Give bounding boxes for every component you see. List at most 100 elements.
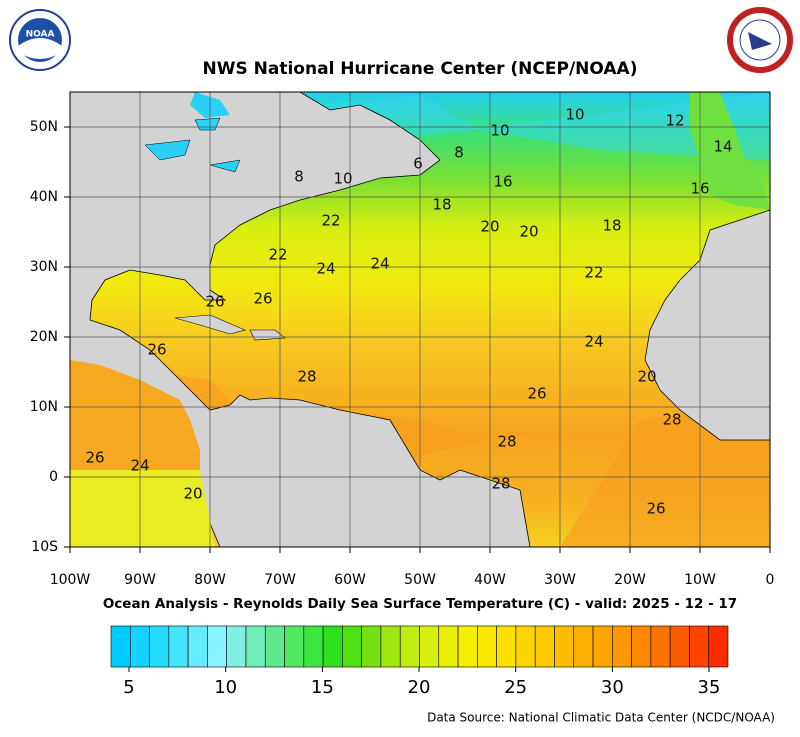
- lon-tick-label: 30W: [544, 572, 576, 588]
- colorbar-label: 25: [504, 677, 527, 698]
- colorbar-cell: [650, 625, 671, 668]
- colorbar-cell: [631, 625, 652, 668]
- colorbar-cell: [380, 625, 401, 668]
- colorbar-cell: [612, 625, 632, 668]
- colorbar-label: 20: [408, 677, 431, 698]
- colorbar-cell: [573, 625, 594, 668]
- colorbar-label: 5: [123, 677, 134, 698]
- colorbar-cell: [554, 625, 575, 668]
- contour-label: 28: [662, 411, 681, 429]
- colorbar-cell: [457, 625, 478, 668]
- contour-label: 8: [294, 168, 304, 186]
- contour-label: 12: [665, 112, 684, 130]
- contour-label: 10: [333, 170, 352, 188]
- lat-tick-label: 0: [49, 469, 58, 485]
- contour-label: 26: [147, 341, 166, 359]
- lon-tick-label: 10W: [684, 572, 716, 588]
- colorbar-cell: [110, 625, 131, 668]
- title: NWS National Hurricane Center (NCEP/NOAA…: [203, 59, 638, 79]
- lon-tick-label: 40W: [474, 572, 506, 588]
- contour-label: 26: [85, 449, 104, 467]
- lon-tick-label: 100W: [50, 572, 91, 588]
- contour-label: 14: [713, 138, 732, 156]
- graticule: 100W 90W 80W 70W 60W 50W 40W 30W 20W 10W 0 50N 40N 30…: [30, 92, 775, 588]
- contour-label: 26: [205, 293, 224, 311]
- colorbar-cell: [438, 625, 459, 668]
- contour-labels: 10 10 12 14 16 6 8 8 10 16 18 20 20 18 2…: [85, 106, 732, 518]
- colorbar-cell: [399, 625, 420, 668]
- north-sea: [690, 92, 770, 210]
- lon-tick-label: 60W: [334, 572, 366, 588]
- lat-tick-label: 40N: [30, 189, 58, 205]
- contour-label: 28: [497, 433, 516, 451]
- lat-tick-label: 10S: [31, 539, 58, 555]
- colorbar-cell: [708, 625, 729, 668]
- contour-label: 18: [432, 196, 451, 214]
- logo-text: NOAA: [26, 30, 55, 40]
- contour-label: 22: [584, 264, 603, 282]
- map-frame: [69, 91, 771, 548]
- contour-label: 6: [413, 155, 423, 173]
- contour-label: 20: [637, 368, 656, 386]
- colorbar-cell: [419, 625, 440, 668]
- contour-label: 10: [490, 122, 509, 140]
- colorbar-cell: [592, 625, 613, 668]
- colorbar-cell: [226, 625, 247, 668]
- subtitle: Ocean Analysis - Reynolds Daily Sea Surf…: [103, 596, 737, 612]
- nws-logo: [727, 7, 793, 73]
- colorbar-cell: [187, 625, 208, 668]
- colorbar-cell: [477, 625, 497, 668]
- contour-label: 20: [480, 218, 499, 236]
- source: Data Source: National Climatic Data Cent…: [427, 711, 775, 725]
- contour-label: 24: [130, 457, 149, 475]
- lon-tick-label: 20W: [614, 572, 646, 588]
- colorbar-cell: [303, 625, 324, 668]
- colorbar-cell: [361, 625, 382, 668]
- colorbar-label: 35: [698, 677, 721, 698]
- contour-label: 22: [321, 212, 340, 230]
- colorbar-cell: [149, 625, 170, 668]
- colorbar-cell: [515, 625, 536, 668]
- contour-label: 20: [519, 223, 538, 241]
- colorbar-cell: [669, 625, 690, 668]
- contour-label: 22: [268, 246, 287, 264]
- lat-tick-label: 50N: [30, 119, 58, 135]
- contour-label: 18: [602, 217, 621, 235]
- contour-label: 10: [565, 106, 584, 124]
- pacific-south: [70, 470, 215, 547]
- colorbar-cell: [689, 625, 710, 668]
- contour-label: 16: [493, 173, 512, 191]
- colorbar-cell: [342, 625, 362, 668]
- contour-label: 24: [370, 255, 389, 273]
- lat-tick-label: 10N: [30, 399, 58, 415]
- noaa-logo: NOAA: [9, 9, 71, 71]
- colorbar-cell: [322, 625, 343, 668]
- colorbar-cell: [207, 625, 227, 668]
- colorbar-label: 30: [601, 677, 624, 698]
- lat-tick-label: 30N: [30, 259, 58, 275]
- colorbar-cell: [264, 625, 285, 668]
- colorbar-cell: [168, 625, 189, 668]
- contour-label: 8: [454, 144, 464, 162]
- colorbar-cell: [534, 625, 555, 668]
- contour-label: 20: [183, 485, 202, 503]
- contour-label: 16: [690, 180, 709, 198]
- lon-tick-label: 80W: [194, 572, 226, 588]
- lon-tick-label: 50W: [404, 572, 436, 588]
- lon-tick-label: 90W: [124, 572, 156, 588]
- lon-tick-label: 70W: [264, 572, 296, 588]
- pacific-water: [70, 360, 200, 470]
- colorbar-cell: [496, 625, 517, 668]
- contour-label: 28: [491, 475, 510, 493]
- colorbar-cell: [129, 625, 150, 668]
- lon-tick-label: 0: [766, 572, 775, 588]
- colorbar-label: 15: [311, 677, 334, 698]
- colorbar: 5 10 15 20 25 30 35: [110, 625, 729, 698]
- colorbar-cell: [245, 625, 266, 668]
- contour-label: 26: [253, 290, 272, 308]
- contour-label: 28: [297, 368, 316, 386]
- colorbar-label: 10: [214, 677, 237, 698]
- colorbar-cell: [284, 625, 305, 668]
- europe-africa: [644, 92, 770, 441]
